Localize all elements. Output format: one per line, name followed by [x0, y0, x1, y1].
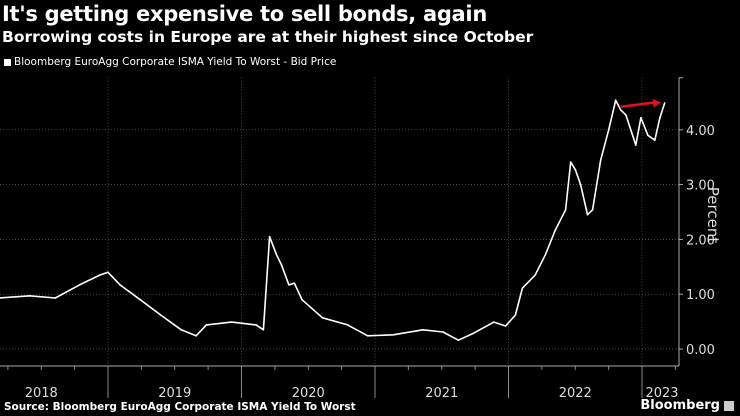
data-point [54, 297, 57, 299]
data-point [28, 295, 31, 297]
data-point [139, 298, 141, 301]
x-tick-label: 2019 [158, 386, 191, 401]
data-point [599, 159, 602, 161]
data-point [504, 325, 507, 327]
data-point [659, 116, 661, 119]
data-point [647, 134, 649, 137]
chart-icon [724, 401, 734, 411]
data-point [521, 287, 524, 289]
y-tick-label: 4.00 [686, 124, 715, 139]
bloomberg-logo: Bloomberg [640, 398, 720, 413]
data-point [366, 335, 369, 337]
data-point [569, 161, 572, 163]
x-tick-label: 2023 [645, 386, 678, 401]
y-tick-label: 3.00 [686, 179, 715, 194]
data-point [288, 284, 290, 286]
data-point [301, 298, 303, 301]
data-point [392, 333, 395, 336]
x-tick-label: 2018 [25, 386, 58, 401]
data-point [195, 335, 197, 337]
y-tick-label: 0.00 [686, 343, 715, 358]
data-point [493, 321, 495, 323]
data-point [275, 253, 278, 256]
data-point [107, 271, 109, 274]
data-point [293, 282, 296, 285]
data-point [262, 329, 265, 331]
annotation-arrow [620, 101, 656, 109]
data-point [255, 324, 257, 326]
data-point [619, 109, 622, 111]
data-point [159, 314, 162, 316]
data-point [78, 284, 81, 286]
y-tick-label: 2.00 [686, 233, 715, 248]
annotation-arrowhead [652, 98, 662, 108]
data-point [579, 183, 582, 186]
data-point [457, 339, 460, 342]
data-point [564, 209, 567, 211]
data-point [268, 235, 271, 238]
chart-subtitle: Borrowing costs in Europe are at their h… [2, 28, 534, 46]
data-point [321, 316, 324, 319]
data-point [472, 332, 475, 334]
data-point [442, 331, 444, 333]
legend-label: Bloomberg EuroAgg Corporate ISMA Yield T… [14, 56, 337, 68]
x-tick-label: 2022 [559, 386, 592, 401]
data-point [625, 114, 627, 116]
y-axis-label: Percent [704, 187, 722, 244]
legend-swatch [4, 58, 11, 66]
data-point [607, 129, 610, 131]
data-point [180, 329, 182, 331]
source-note: Source: Bloomberg EuroAgg Corporate ISMA… [4, 401, 356, 413]
data-point [554, 229, 557, 231]
y-tick-label: 1.00 [686, 288, 715, 303]
data-point [586, 213, 589, 216]
data-point [119, 284, 121, 286]
data-point [205, 324, 208, 326]
x-tick-label: 2021 [425, 386, 458, 401]
legend: Bloomberg EuroAgg Corporate ISMA Yield T… [4, 56, 336, 68]
data-point [614, 99, 617, 102]
data-point [591, 209, 594, 211]
data-point [640, 116, 642, 119]
x-tick-label: 2020 [292, 386, 325, 401]
data-point [280, 264, 283, 266]
data-point [422, 329, 424, 331]
data-point [544, 253, 547, 256]
data-point [574, 169, 577, 171]
data-point [534, 274, 536, 276]
data-point [514, 314, 517, 316]
data-point [634, 144, 637, 146]
series-line [0, 99, 666, 341]
data-point [663, 102, 666, 104]
data-point [99, 274, 101, 276]
chart-title: It's getting expensive to sell bonds, ag… [2, 2, 487, 26]
data-point [654, 139, 656, 142]
data-point [230, 321, 233, 323]
data-point [346, 324, 349, 326]
